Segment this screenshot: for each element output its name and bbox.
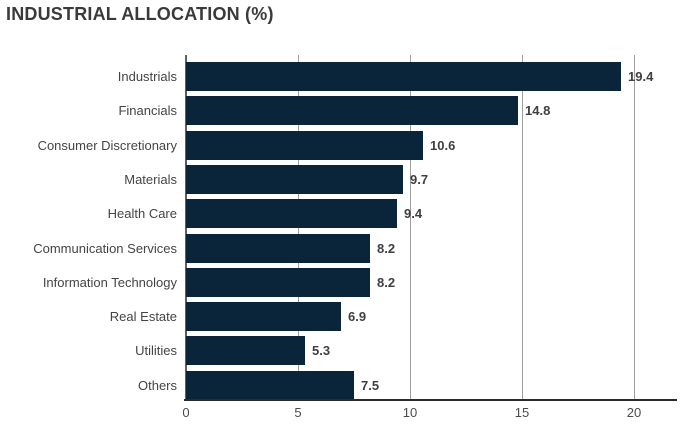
- bar: [186, 268, 370, 297]
- gridline: [522, 55, 523, 400]
- category-label: Consumer Discretionary: [37, 138, 177, 153]
- x-tick-label: 10: [402, 405, 418, 420]
- gridline: [410, 55, 411, 400]
- category-label: Utilities: [135, 343, 177, 358]
- bar: [186, 371, 354, 400]
- value-label: 5.3: [312, 343, 331, 358]
- bar: [186, 131, 423, 160]
- x-tick-label: 0: [182, 405, 190, 420]
- bar: [186, 96, 518, 125]
- bar: [186, 302, 341, 331]
- bar: [186, 199, 397, 228]
- value-label: 7.5: [361, 378, 380, 393]
- category-label: Materials: [124, 172, 177, 187]
- bar: [186, 234, 370, 263]
- x-tick-label: 20: [626, 405, 642, 420]
- category-label: Health Care: [107, 206, 177, 221]
- value-label: 10.6: [430, 138, 456, 153]
- category-label: Information Technology: [42, 275, 177, 290]
- value-label: 8.2: [377, 241, 396, 256]
- value-label: 8.2: [377, 275, 396, 290]
- bar: [186, 336, 305, 365]
- x-tick-label: 5: [294, 405, 302, 420]
- chart-title: INDUSTRIAL ALLOCATION (%): [6, 4, 274, 24]
- value-label: 9.7: [410, 172, 429, 187]
- bar: [186, 165, 403, 194]
- x-axis-line: [184, 399, 677, 401]
- bar: [186, 62, 621, 91]
- gridline: [634, 55, 635, 400]
- category-label: Real Estate: [109, 309, 177, 324]
- category-label: Communication Services: [33, 241, 177, 256]
- value-label: 19.4: [628, 69, 654, 84]
- value-label: 14.8: [525, 103, 551, 118]
- value-label: 6.9: [348, 309, 367, 324]
- category-label: Financials: [118, 103, 177, 118]
- category-label: Industrials: [117, 69, 177, 84]
- category-label: Others: [137, 378, 177, 393]
- x-tick-label: 15: [514, 405, 530, 420]
- value-label: 9.4: [404, 206, 423, 221]
